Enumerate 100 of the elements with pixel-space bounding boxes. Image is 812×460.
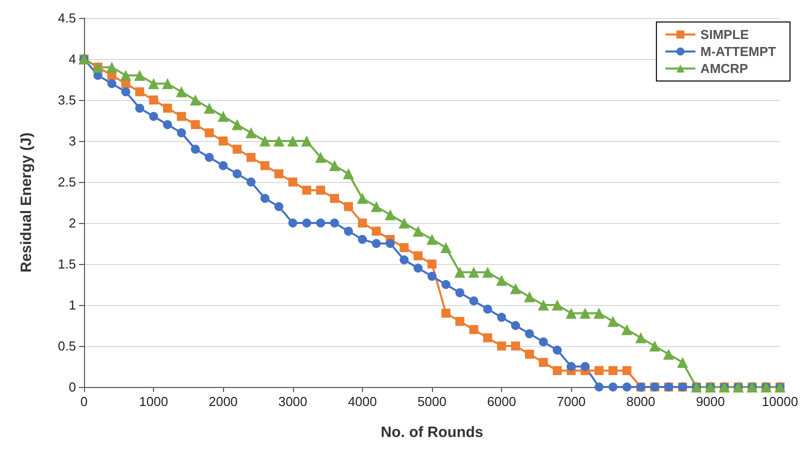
point bbox=[302, 186, 312, 195]
point bbox=[260, 194, 270, 203]
point bbox=[497, 342, 506, 350]
point bbox=[162, 78, 174, 90]
point bbox=[455, 316, 464, 326]
point bbox=[552, 300, 563, 310]
point bbox=[288, 218, 298, 228]
y-axis-title: Residual Energy (J) bbox=[18, 132, 35, 273]
point bbox=[301, 136, 312, 146]
y-tick-label: 1 bbox=[68, 298, 76, 312]
point bbox=[566, 308, 577, 319]
point bbox=[259, 136, 270, 146]
point bbox=[483, 333, 492, 342]
point bbox=[677, 356, 688, 368]
point bbox=[302, 218, 312, 228]
point bbox=[441, 308, 450, 318]
point bbox=[344, 226, 353, 236]
point bbox=[386, 239, 395, 248]
point bbox=[400, 243, 409, 252]
point bbox=[218, 161, 228, 170]
point bbox=[622, 382, 632, 392]
point bbox=[204, 152, 214, 162]
x-tick-label: 9000 bbox=[696, 394, 725, 409]
point bbox=[135, 87, 144, 96]
point bbox=[566, 362, 576, 371]
point bbox=[149, 112, 158, 121]
y-tick-label: 4 bbox=[68, 52, 76, 66]
point bbox=[204, 102, 215, 114]
point bbox=[510, 283, 522, 294]
point bbox=[372, 239, 381, 248]
point bbox=[594, 382, 604, 392]
point bbox=[511, 342, 520, 350]
point bbox=[190, 94, 201, 106]
point bbox=[428, 272, 436, 281]
point bbox=[370, 201, 382, 212]
point bbox=[455, 288, 464, 298]
point bbox=[524, 350, 534, 359]
point bbox=[288, 178, 298, 186]
point bbox=[246, 127, 257, 138]
point bbox=[538, 337, 548, 346]
x-axis-title: No. of Rounds bbox=[380, 424, 484, 441]
point bbox=[232, 144, 242, 154]
point bbox=[468, 266, 480, 278]
point bbox=[316, 186, 326, 195]
x-tick-label: 5000 bbox=[418, 394, 446, 409]
x-tick-label: 1000 bbox=[139, 394, 168, 409]
x-tick-label: 7000 bbox=[556, 394, 586, 409]
y-tick-label: 0 bbox=[68, 380, 76, 394]
point bbox=[107, 79, 116, 88]
point bbox=[426, 234, 438, 245]
point bbox=[176, 128, 186, 138]
point bbox=[315, 152, 326, 163]
point bbox=[552, 366, 562, 376]
point bbox=[176, 112, 186, 121]
point bbox=[580, 362, 590, 371]
point bbox=[663, 348, 674, 360]
point bbox=[135, 104, 144, 113]
legend-label: M-ATTEMPT bbox=[700, 44, 776, 59]
x-tick-label: 6000 bbox=[487, 394, 516, 409]
point bbox=[246, 152, 256, 162]
point bbox=[454, 266, 466, 278]
point bbox=[232, 169, 242, 178]
point bbox=[274, 169, 284, 178]
point bbox=[482, 266, 494, 278]
x-tick-label: 4000 bbox=[348, 394, 377, 409]
point bbox=[469, 325, 478, 334]
point bbox=[330, 218, 340, 228]
y-tick-label: 4.5 bbox=[58, 10, 76, 26]
point bbox=[372, 226, 381, 236]
point bbox=[356, 192, 368, 204]
point bbox=[287, 136, 298, 146]
point bbox=[607, 316, 618, 327]
point bbox=[316, 218, 326, 228]
x-tick-label: 8000 bbox=[626, 394, 656, 409]
point bbox=[469, 296, 478, 306]
point bbox=[400, 255, 409, 264]
point bbox=[358, 234, 367, 244]
legend-label: SIMPLE bbox=[700, 27, 750, 42]
point bbox=[176, 86, 187, 98]
point bbox=[344, 202, 353, 212]
point bbox=[120, 70, 132, 81]
point bbox=[232, 119, 243, 130]
point bbox=[246, 178, 256, 186]
point bbox=[649, 340, 660, 352]
point bbox=[342, 168, 354, 180]
x-tick-label: 0 bbox=[80, 394, 88, 409]
x-tick-label: 10000 bbox=[762, 394, 798, 409]
point bbox=[552, 346, 562, 355]
point bbox=[398, 218, 410, 228]
point bbox=[106, 62, 118, 73]
point bbox=[273, 136, 284, 146]
point bbox=[496, 274, 508, 286]
point bbox=[190, 120, 200, 130]
point bbox=[635, 332, 646, 344]
point bbox=[511, 321, 520, 330]
point bbox=[594, 366, 604, 376]
point bbox=[218, 136, 228, 146]
point bbox=[608, 382, 618, 392]
point bbox=[608, 366, 618, 376]
point bbox=[358, 218, 367, 228]
